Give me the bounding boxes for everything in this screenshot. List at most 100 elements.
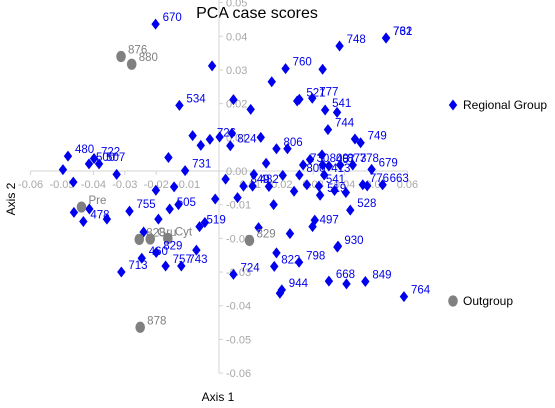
regional-point [227, 127, 237, 139]
point-label: 829 [163, 241, 182, 253]
x-tick-label: -0.04 [81, 179, 106, 191]
axes: -0.06-0.05-0.04-0.03-0.02-0.010.010.020.… [18, 0, 418, 380]
regional-point [200, 217, 210, 229]
point-label: 726 [217, 127, 236, 139]
point-label: 732 [393, 26, 412, 38]
point-label: 730 [310, 153, 329, 165]
regional-point [188, 130, 197, 142]
outgroup-point [126, 58, 137, 70]
point-label: 679 [379, 157, 398, 169]
x-tick-label: 0.06 [397, 179, 418, 191]
legend-label: Outgroup [463, 294, 513, 308]
point-label: 829 [256, 228, 275, 240]
regional-point [89, 153, 99, 165]
point-label: 541 [326, 174, 345, 186]
regional-point [275, 287, 285, 299]
regional-point [292, 95, 302, 107]
point-label: 505 [177, 197, 196, 209]
point-label: 878 [147, 315, 166, 327]
regional-point [180, 165, 190, 177]
point-label: 507 [106, 152, 125, 164]
regional-point [229, 268, 238, 280]
point-label: 500 [96, 152, 115, 164]
regional-point [221, 173, 230, 185]
y-tick-label: -0.02 [226, 233, 251, 245]
regional-point [175, 99, 184, 111]
regional-point [350, 133, 360, 145]
regional-point [226, 140, 235, 152]
regional-point [278, 169, 287, 181]
regional-point [205, 133, 215, 145]
point-label: 731 [192, 159, 211, 171]
regional-point [289, 185, 299, 197]
regional-point [267, 76, 276, 88]
point-label: 806 [283, 137, 302, 149]
regional-point [270, 260, 279, 272]
point-label: 467 [336, 154, 355, 166]
legend-outgroup-marker [448, 295, 458, 307]
regional-point [330, 185, 339, 197]
outgroup-point [76, 201, 87, 213]
regional-point [314, 180, 324, 192]
regional-point [363, 180, 372, 192]
y-axis-title: Axis 2 [4, 182, 18, 215]
regional-point [69, 176, 78, 188]
regional-point [333, 240, 343, 252]
regional-point [69, 206, 79, 218]
point-label: 534 [186, 93, 206, 105]
regional-point [332, 106, 342, 118]
y-tick-label: 0.05 [226, 0, 247, 10]
point-label: 757 [173, 254, 192, 266]
point-label: 849 [372, 269, 391, 281]
regional-point [335, 40, 344, 52]
regional-point [85, 203, 94, 215]
regional-point [151, 18, 160, 30]
point-label: 944 [289, 278, 309, 290]
point-label: 478 [90, 210, 109, 222]
point-label: 519 [207, 215, 226, 227]
regional-point [324, 160, 334, 172]
point-label: Gru [157, 227, 176, 239]
outgroup-point [134, 233, 145, 245]
point-label: 460 [149, 246, 168, 258]
outgroup-point [135, 321, 145, 333]
point-label: 480 [75, 144, 94, 156]
regional-point [310, 214, 319, 226]
regional-point [281, 63, 290, 75]
point-label: 519 [327, 183, 346, 195]
y-tick-label: -0.04 [226, 301, 251, 313]
outgroup-point [145, 233, 156, 245]
point-label: 800 [306, 163, 325, 175]
point-label: Pre [88, 195, 106, 207]
regional-point [112, 168, 121, 180]
x-tick-label: -0.02 [144, 179, 169, 191]
regional-point [239, 180, 248, 192]
legend-regional-marker [448, 99, 458, 111]
regional-point [79, 216, 88, 228]
regional-point [264, 180, 274, 192]
point-label: 809 [330, 153, 349, 165]
outgroup-point [163, 232, 173, 244]
regional-point [324, 275, 334, 287]
y-tick-label: -0.06 [226, 368, 251, 380]
regional-point [211, 193, 220, 205]
point-label: 722 [101, 147, 120, 159]
regional-point [341, 187, 351, 199]
regional-point [195, 221, 204, 233]
regional-point [319, 169, 329, 181]
outgroup-point [244, 234, 255, 246]
regional-point [399, 291, 409, 303]
y-tick-label: 0.04 [226, 31, 247, 43]
point-label: 876 [128, 44, 147, 56]
regional-point [305, 154, 315, 166]
point-label: 873 [347, 153, 366, 165]
regional-point [84, 158, 94, 170]
regional-point [174, 199, 183, 211]
regional-point [102, 213, 112, 225]
point-label: 822 [281, 254, 300, 266]
regional-point [294, 256, 304, 268]
regional-point [246, 103, 255, 115]
regional-point [152, 247, 161, 259]
point-label: 777 [319, 86, 338, 98]
x-tick-label: -0.06 [18, 179, 43, 191]
